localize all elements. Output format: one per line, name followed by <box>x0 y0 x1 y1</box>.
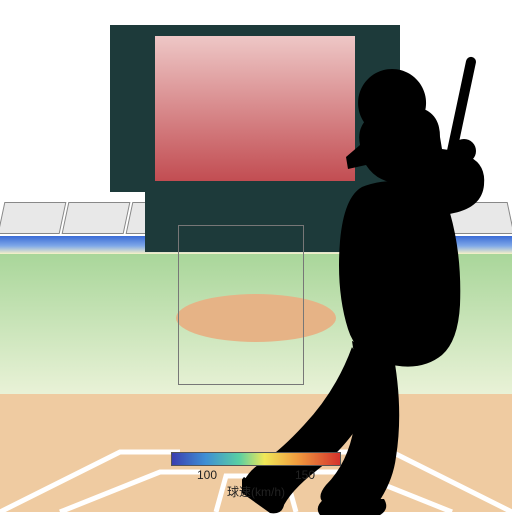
legend-colorbar <box>171 452 341 466</box>
speed-legend: 100 150 球速(km/h) <box>171 452 341 500</box>
batter-silhouette <box>242 47 512 517</box>
legend-tick: 100 <box>197 468 217 482</box>
legend-title: 球速(km/h) <box>171 483 341 500</box>
stand-segment <box>0 202 66 234</box>
legend-ticks: 100 150 <box>171 468 341 482</box>
legend-tick: 150 <box>295 468 315 482</box>
baseball-scene: 100 150 球速(km/h) <box>0 0 512 512</box>
